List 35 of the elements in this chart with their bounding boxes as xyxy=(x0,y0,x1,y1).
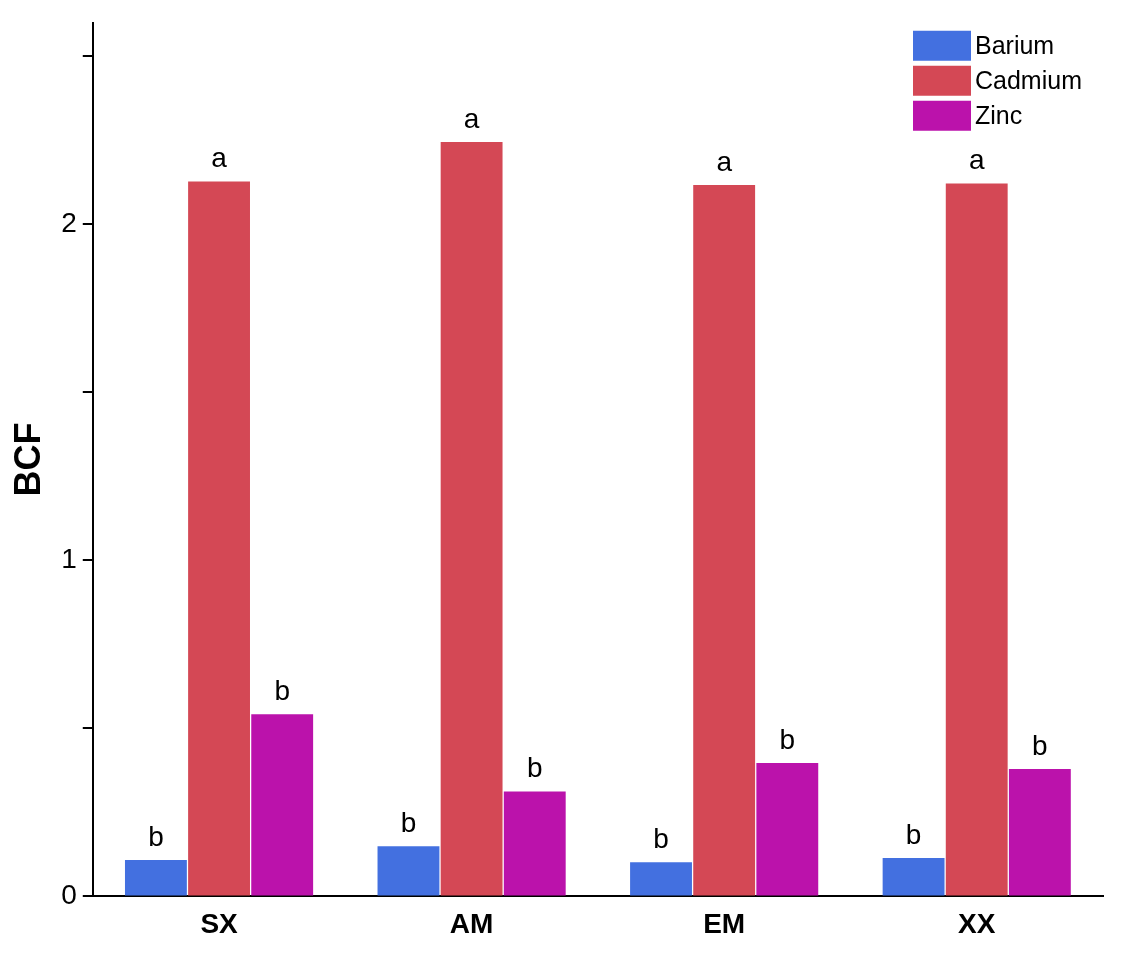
bar xyxy=(756,763,819,896)
bar xyxy=(630,862,692,896)
bar xyxy=(188,181,250,896)
data-label: b xyxy=(148,820,164,852)
bar xyxy=(377,846,440,896)
bar xyxy=(440,142,503,896)
data-label: b xyxy=(905,818,922,850)
data-label: a xyxy=(463,102,480,134)
bar xyxy=(693,185,756,896)
y-tick-label: 0 xyxy=(61,879,77,911)
y-tick-label: 2 xyxy=(61,207,77,239)
data-label: b xyxy=(653,822,669,854)
bar xyxy=(251,714,314,896)
x-tick-label: SX xyxy=(200,907,239,939)
legend-label: Barium xyxy=(975,30,1055,59)
x-tick-label: AM xyxy=(449,907,494,939)
data-label: a xyxy=(716,145,733,177)
legend-label: Cadmium xyxy=(975,65,1082,94)
data-label: a xyxy=(211,142,228,174)
y-axis-title: BCF xyxy=(6,422,48,497)
y-tick-label: 1 xyxy=(61,543,77,575)
bar xyxy=(882,858,945,896)
bar xyxy=(945,183,1008,896)
x-tick-label: XX xyxy=(958,907,996,939)
x-tick-label: EM xyxy=(703,907,746,939)
bar xyxy=(124,860,187,896)
bar xyxy=(503,791,566,896)
data-label: b xyxy=(400,807,417,839)
data-label: b xyxy=(526,752,543,784)
data-label: b xyxy=(274,675,290,707)
data-label: a xyxy=(968,144,985,176)
bar xyxy=(1008,769,1071,896)
data-label: b xyxy=(1032,729,1048,761)
data-label: b xyxy=(779,723,796,755)
legend-label: Zinc xyxy=(975,100,1023,129)
